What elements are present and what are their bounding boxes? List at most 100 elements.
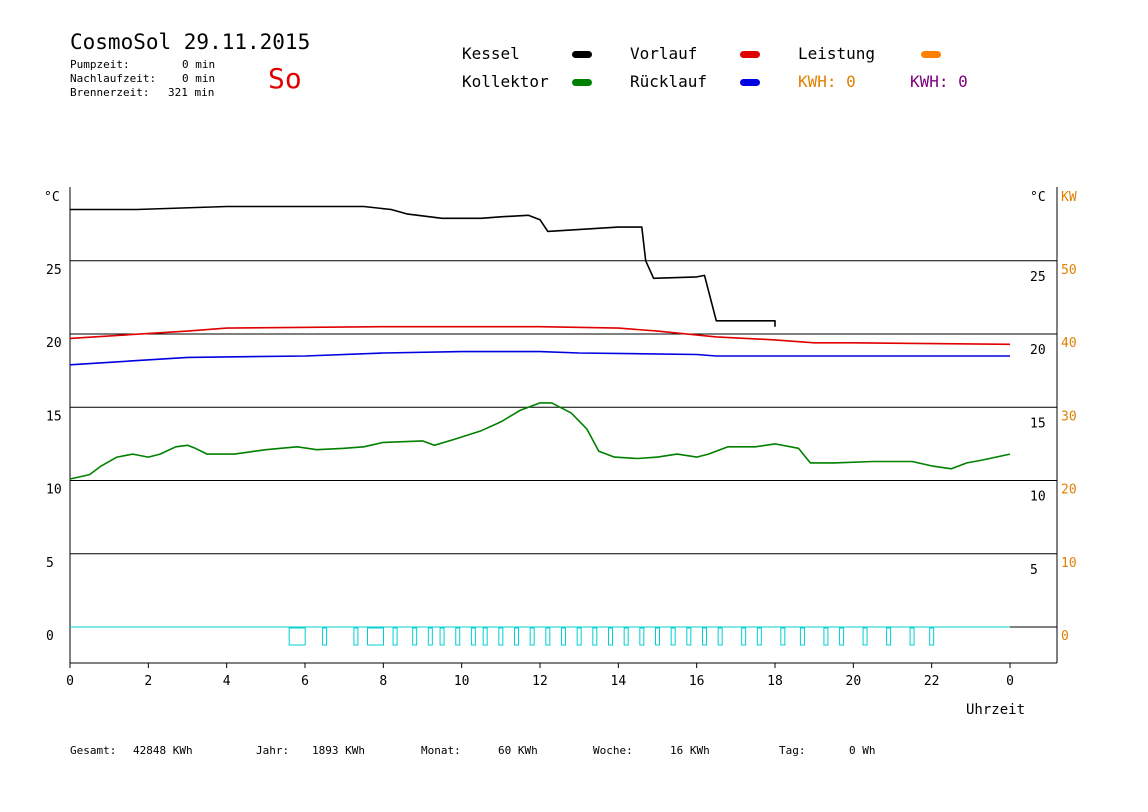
footer-tag-label: Tag: xyxy=(779,744,806,757)
y-left-tick-label: 15 xyxy=(46,409,62,424)
y-axis-left-unit: °C xyxy=(44,190,60,205)
leistung-mark xyxy=(741,627,747,646)
y-kw-tick-label: 0 xyxy=(1061,629,1069,644)
leistung-mark xyxy=(545,627,551,646)
leistung-mark xyxy=(392,627,398,646)
legend-leistung-swatch xyxy=(921,51,941,58)
y-kw-tick-label: 10 xyxy=(1061,556,1077,571)
leistung-mark xyxy=(608,627,613,646)
stat-pumpzeit-label: Pumpzeit: xyxy=(70,58,130,71)
leistung-mark xyxy=(799,627,805,646)
legend-kwh-second: KWH: 0 xyxy=(910,72,968,91)
legend-leistung-label: Leistung xyxy=(798,44,876,63)
stat-nachlaufzeit-value: 0 min xyxy=(182,72,216,85)
legend-kwh-leistung: KWH: 0 xyxy=(798,72,856,91)
footer-monat-value: 60 KWh xyxy=(498,744,538,757)
leistung-mark xyxy=(455,627,461,646)
stat-pumpzeit-value: 0 min xyxy=(182,58,216,71)
footer-woche-value: 16 KWh xyxy=(670,744,710,757)
leistung-mark xyxy=(427,627,433,646)
x-tick-label: 22 xyxy=(924,674,940,689)
leistung-mark xyxy=(576,627,582,646)
leistung-mark xyxy=(561,627,566,646)
footer-monat-label: Monat: xyxy=(421,744,461,757)
legend-vorlauf-swatch xyxy=(740,51,760,58)
x-tick-label: 10 xyxy=(454,674,470,689)
leistung-mark xyxy=(288,627,306,646)
leistung-mark xyxy=(702,627,707,646)
x-tick-label: 12 xyxy=(532,674,548,689)
chart-series xyxy=(69,205,1011,480)
legend-kessel-label: Kessel xyxy=(462,44,520,63)
legend-ruecklauf-swatch xyxy=(740,79,760,86)
x-tick-label: 6 xyxy=(301,674,309,689)
x-tick-label: 18 xyxy=(767,674,783,689)
leistung-mark xyxy=(592,627,598,646)
series-rcklauf-line xyxy=(69,350,1010,366)
leistung-mark xyxy=(639,627,645,646)
y-right-tick-label: 15 xyxy=(1030,416,1046,431)
footer-gesamt-label: Gesamt: xyxy=(70,744,117,757)
leistung-mark xyxy=(529,627,535,646)
footer-jahr-label: Jahr: xyxy=(256,744,290,757)
leistung-mark xyxy=(655,627,660,646)
y-kw-tick-label: 20 xyxy=(1061,483,1077,498)
y-kw-tick-label: 30 xyxy=(1061,409,1077,424)
leistung-marks xyxy=(70,626,1010,646)
series-vorlauf-line xyxy=(69,325,1011,346)
chart-axes: 0 5 10 15 20 25 5 10 15 20 25 0 10 20 30 40 50 0 2 4 6 8 10 12 1… xyxy=(46,187,1077,689)
x-tick-label: 0 xyxy=(66,674,74,689)
leistung-mark xyxy=(322,627,328,646)
series-kessel-line xyxy=(70,205,776,327)
weekday-label: So xyxy=(268,62,302,95)
leistung-mark xyxy=(482,627,488,646)
footer-gesamt-value: 42848 KWh xyxy=(133,744,193,757)
leistung-mark xyxy=(670,627,676,646)
x-tick-label: 8 xyxy=(379,674,387,689)
x-tick-label: 0 xyxy=(1006,674,1014,689)
x-tick-label: 16 xyxy=(689,674,705,689)
leistung-mark xyxy=(756,627,762,646)
y-axis-right-unit: °C xyxy=(1030,190,1046,205)
stat-brennerzeit-label: Brennerzeit: xyxy=(70,86,150,99)
leistung-mark xyxy=(353,627,359,646)
x-tick-label: 14 xyxy=(611,674,627,689)
y-right-tick-label: 5 xyxy=(1030,563,1038,578)
leistung-mark xyxy=(929,627,935,646)
y-left-tick-label: 5 xyxy=(46,556,54,571)
leistung-mark xyxy=(412,627,418,646)
legend-kessel-swatch xyxy=(572,51,592,58)
y-kw-tick-label: 50 xyxy=(1061,263,1077,278)
legend-vorlauf-label: Vorlauf xyxy=(630,44,698,63)
leistung-mark xyxy=(780,627,786,646)
legend-ruecklauf-label: Rücklauf xyxy=(630,72,708,91)
x-tick-label: 4 xyxy=(223,674,231,689)
y-axis-kw-unit: KW xyxy=(1061,190,1077,205)
y-left-tick-label: 0 xyxy=(46,629,54,644)
legend-kollektor-label: Kollektor xyxy=(462,72,549,91)
y-kw-tick-label: 40 xyxy=(1061,336,1077,351)
chart-grid xyxy=(70,260,1057,628)
y-right-tick-label: 25 xyxy=(1030,270,1046,285)
footer-tag-value: 0 Wh xyxy=(849,744,876,757)
leistung-mark xyxy=(514,627,519,646)
legend-kollektor-swatch xyxy=(572,79,592,86)
footer-woche-label: Woche: xyxy=(593,744,633,757)
leistung-mark xyxy=(367,627,384,646)
y-left-tick-label: 20 xyxy=(46,336,62,351)
leistung-mark xyxy=(498,627,504,646)
leistung-mark xyxy=(839,627,845,646)
x-tick-label: 20 xyxy=(846,674,862,689)
leistung-mark xyxy=(623,627,629,646)
leistung-mark xyxy=(909,627,915,646)
leistung-mark xyxy=(823,627,829,646)
stat-nachlaufzeit-label: Nachlaufzeit: xyxy=(70,72,157,85)
page-title: CosmoSol 29.11.2015 xyxy=(70,30,311,54)
leistung-mark xyxy=(470,627,476,646)
leistung-mark xyxy=(862,627,868,646)
series-kollektor-line xyxy=(69,402,1011,480)
leistung-mark xyxy=(686,627,692,646)
y-right-tick-label: 20 xyxy=(1030,343,1046,358)
leistung-mark xyxy=(717,627,723,646)
